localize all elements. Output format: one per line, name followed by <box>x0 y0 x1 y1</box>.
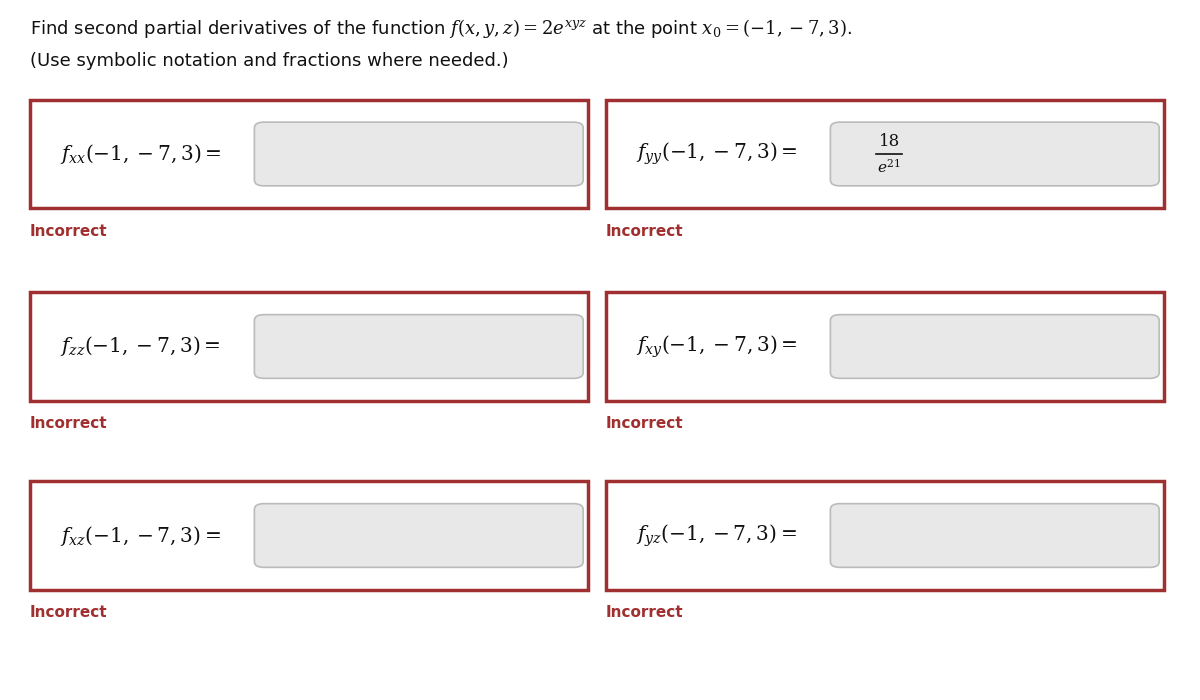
Text: $f_{zz}(-1,-7,3) =$: $f_{zz}(-1,-7,3) =$ <box>60 335 221 358</box>
FancyBboxPatch shape <box>254 504 583 567</box>
Text: Incorrect: Incorrect <box>606 224 684 239</box>
Text: $f_{xz}(-1,-7,3) =$: $f_{xz}(-1,-7,3) =$ <box>60 524 221 547</box>
Text: $f_{yz}(-1,-7,3) =$: $f_{yz}(-1,-7,3) =$ <box>636 522 797 549</box>
Text: Incorrect: Incorrect <box>30 605 108 620</box>
FancyBboxPatch shape <box>830 315 1159 378</box>
Text: 18: 18 <box>878 133 900 150</box>
FancyBboxPatch shape <box>606 482 1164 589</box>
FancyBboxPatch shape <box>606 293 1164 400</box>
FancyBboxPatch shape <box>30 482 588 589</box>
Text: Incorrect: Incorrect <box>30 224 108 239</box>
Text: Incorrect: Incorrect <box>606 416 684 431</box>
Text: $e^{21}$: $e^{21}$ <box>877 158 901 176</box>
FancyBboxPatch shape <box>254 315 583 378</box>
Text: (Use symbolic notation and fractions where needed.): (Use symbolic notation and fractions whe… <box>30 52 509 71</box>
FancyBboxPatch shape <box>606 99 1164 209</box>
FancyBboxPatch shape <box>30 293 588 400</box>
Text: Find second partial derivatives of the function $f(x,y,z) = 2e^{xyz}$ at the poi: Find second partial derivatives of the f… <box>30 18 852 41</box>
FancyBboxPatch shape <box>830 122 1159 186</box>
Text: $f_{yy}(-1,-7,3) =$: $f_{yy}(-1,-7,3) =$ <box>636 141 798 167</box>
FancyBboxPatch shape <box>30 99 588 209</box>
Text: $f_{xy}(-1,-7,3) =$: $f_{xy}(-1,-7,3) =$ <box>636 333 798 360</box>
Text: Incorrect: Incorrect <box>30 416 108 431</box>
FancyBboxPatch shape <box>254 122 583 186</box>
Text: $f_{xx}(-1,-7,3) =$: $f_{xx}(-1,-7,3) =$ <box>60 142 222 166</box>
FancyBboxPatch shape <box>830 504 1159 567</box>
Text: Incorrect: Incorrect <box>606 605 684 620</box>
